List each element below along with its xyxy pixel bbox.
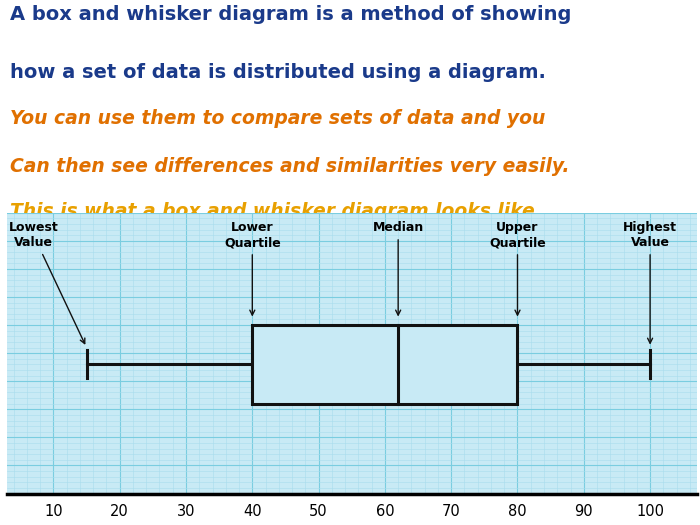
Text: Can then see differences and similarities very easily.: Can then see differences and similaritie… <box>10 157 570 176</box>
Text: Median: Median <box>372 221 424 315</box>
Text: how a set of data is distributed using a diagram.: how a set of data is distributed using a… <box>10 64 546 82</box>
Text: Lowest
Value: Lowest Value <box>8 221 85 343</box>
Text: A box and whisker diagram is a method of showing: A box and whisker diagram is a method of… <box>10 5 572 24</box>
Text: This is what a box and whisker diagram looks like…: This is what a box and whisker diagram l… <box>10 202 554 222</box>
Text: You can use them to compare sets of data and you: You can use them to compare sets of data… <box>10 109 546 128</box>
Text: Upper
Quartile: Upper Quartile <box>489 221 546 315</box>
Bar <box>252 325 517 404</box>
Text: Lower
Quartile: Lower Quartile <box>224 221 281 315</box>
Text: Highest
Value: Highest Value <box>623 221 677 343</box>
